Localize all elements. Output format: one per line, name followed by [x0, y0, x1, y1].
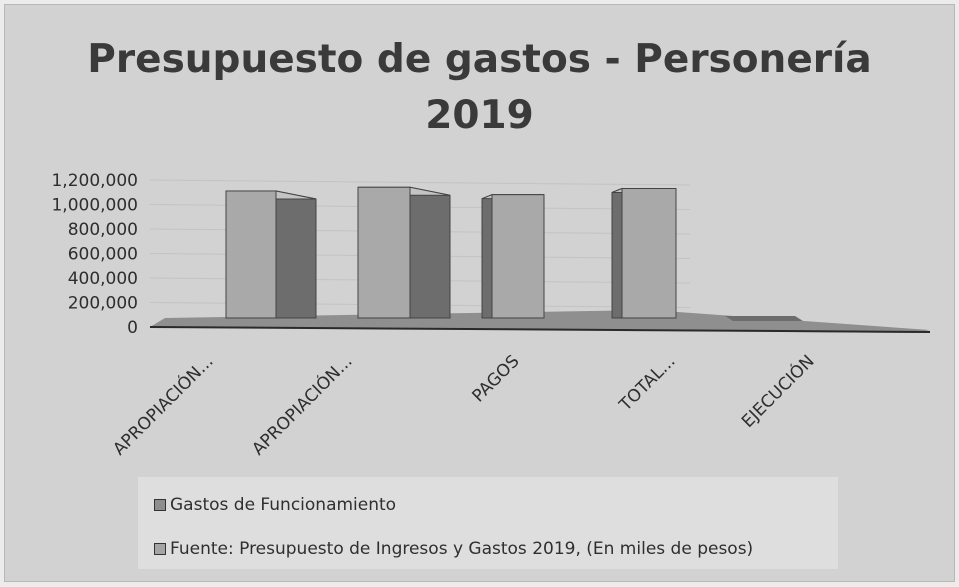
y-tick-label: 0	[127, 318, 138, 338]
bar-side	[481, 193, 493, 319]
chart-title-line-2: 2019	[425, 93, 534, 138]
bar-side	[409, 186, 451, 319]
bar	[225, 190, 277, 319]
y-tick-label: 600,000	[68, 245, 138, 265]
x-tick-label: APROPIACIÓN...	[108, 350, 218, 460]
y-tick-label: 1,200,000	[51, 171, 138, 191]
legend-item-source: Fuente: Presupuesto de Ingresos y Gastos…	[154, 535, 753, 563]
x-tick-label: TOTAL...	[615, 351, 679, 415]
x-tick-label: APROPIACIÓN...	[247, 350, 357, 460]
gridline	[149, 179, 691, 186]
x-axis-line	[149, 326, 931, 333]
bar	[357, 186, 411, 319]
legend-label-series: Gastos de Funcionamiento	[170, 495, 397, 515]
chart-title-line-1: Presupuesto de gastos - Personería	[87, 37, 872, 82]
y-tick-label: 1,000,000	[51, 196, 138, 216]
legend-item-series: Gastos de Funcionamiento	[154, 491, 396, 519]
y-tick-label: 400,000	[68, 269, 138, 289]
legend: Gastos de Funcionamiento Fuente: Presupu…	[138, 477, 838, 569]
bar	[491, 194, 545, 319]
y-tick-label: 200,000	[68, 294, 138, 314]
bar	[725, 316, 803, 321]
bar	[621, 188, 677, 319]
y-tick-label: 800,000	[68, 220, 138, 240]
bar-side	[275, 190, 317, 319]
legend-swatch-series	[154, 499, 166, 511]
chart-title: Presupuesto de gastos - Personería 2019	[0, 32, 959, 144]
x-tick-label: EJECUCIÓN	[737, 350, 819, 432]
x-tick-label: PAGOS	[468, 351, 523, 406]
legend-label-source: Fuente: Presupuesto de Ingresos y Gastos…	[170, 539, 754, 559]
bar-side	[611, 187, 623, 319]
legend-swatch-source	[154, 543, 166, 555]
